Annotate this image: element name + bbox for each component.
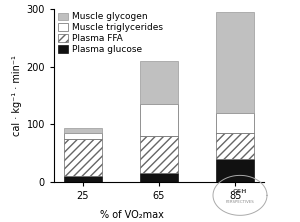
Bar: [140, 173, 178, 182]
Text: % of VO₂max: % of VO₂max: [100, 210, 164, 220]
Bar: [64, 139, 102, 176]
Bar: [64, 176, 102, 182]
Legend: Muscle glycogen, Muscle triglycerides, Plasma FFA, Plasma glucose: Muscle glycogen, Muscle triglycerides, P…: [56, 11, 165, 56]
Text: CSH: CSH: [233, 189, 247, 194]
Bar: [216, 113, 254, 133]
Bar: [216, 12, 254, 113]
Bar: [64, 133, 102, 139]
Bar: [140, 104, 178, 136]
Text: PERSPECTIVES: PERSPECTIVES: [226, 200, 254, 204]
Y-axis label: cal · kg⁻¹ · min⁻¹: cal · kg⁻¹ · min⁻¹: [12, 55, 22, 136]
Bar: [216, 133, 254, 159]
Bar: [140, 61, 178, 104]
Bar: [140, 136, 178, 173]
Bar: [64, 128, 102, 133]
Bar: [216, 159, 254, 182]
